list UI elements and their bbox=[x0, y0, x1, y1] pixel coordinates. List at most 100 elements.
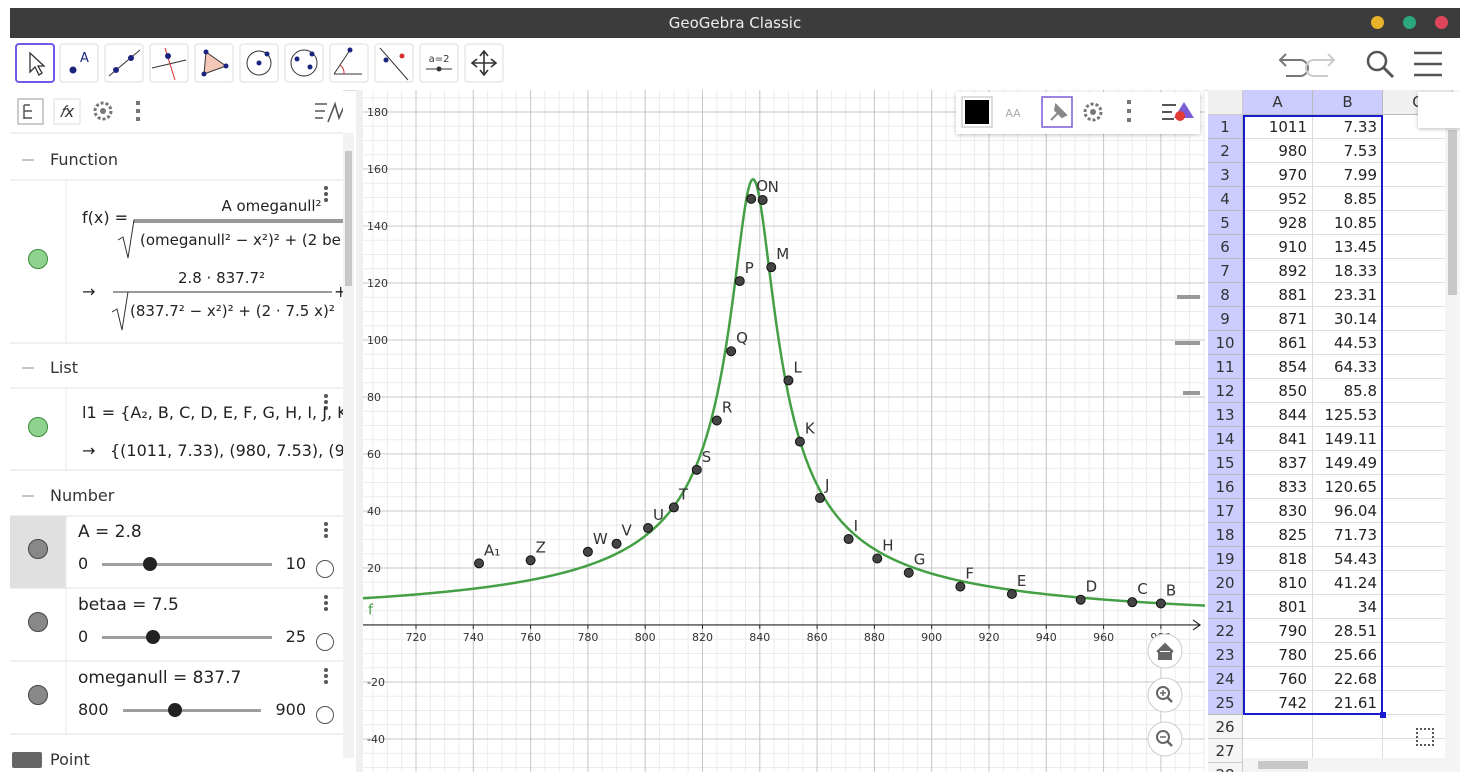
row-header[interactable]: 25 bbox=[1208, 691, 1243, 715]
cell[interactable]: 871 bbox=[1243, 307, 1313, 331]
cell[interactable]: 861 bbox=[1243, 331, 1313, 355]
row-header[interactable]: 14 bbox=[1208, 427, 1243, 451]
row-header[interactable]: 4 bbox=[1208, 187, 1243, 211]
algebra-scrollbar[interactable] bbox=[343, 133, 354, 758]
cell[interactable]: 833 bbox=[1243, 475, 1313, 499]
row-header[interactable]: 13 bbox=[1208, 403, 1243, 427]
zoom-out-button[interactable] bbox=[1147, 721, 1183, 757]
play-button[interactable] bbox=[316, 706, 334, 724]
row-header[interactable]: 21 bbox=[1208, 595, 1243, 619]
cell[interactable] bbox=[1383, 691, 1453, 715]
reflect-tool[interactable] bbox=[374, 43, 414, 83]
cell[interactable] bbox=[1383, 235, 1453, 259]
row-header[interactable]: 24 bbox=[1208, 667, 1243, 691]
point[interactable] bbox=[903, 567, 914, 578]
row-header[interactable]: 10 bbox=[1208, 331, 1243, 355]
row-header[interactable]: 7 bbox=[1208, 259, 1243, 283]
row-header[interactable]: 11 bbox=[1208, 355, 1243, 379]
cell[interactable]: 825 bbox=[1243, 523, 1313, 547]
angle-tool[interactable] bbox=[329, 43, 369, 83]
cell[interactable]: 850 bbox=[1243, 379, 1313, 403]
cell[interactable] bbox=[1313, 715, 1383, 739]
row-header[interactable]: 22 bbox=[1208, 619, 1243, 643]
point[interactable] bbox=[611, 538, 622, 549]
point[interactable] bbox=[757, 194, 768, 205]
marble[interactable] bbox=[28, 612, 48, 632]
circle-tool[interactable] bbox=[239, 43, 279, 83]
row-header[interactable]: 9 bbox=[1208, 307, 1243, 331]
cell[interactable] bbox=[1383, 259, 1453, 283]
cell[interactable]: 801 bbox=[1243, 595, 1313, 619]
marble[interactable] bbox=[28, 685, 48, 705]
cell[interactable] bbox=[1383, 187, 1453, 211]
point[interactable] bbox=[872, 553, 883, 564]
row-header[interactable]: 20 bbox=[1208, 571, 1243, 595]
search-button[interactable] bbox=[1366, 50, 1395, 79]
scroll-thumb[interactable] bbox=[1258, 761, 1308, 769]
cell[interactable]: 854 bbox=[1243, 355, 1313, 379]
row-header[interactable]: 17 bbox=[1208, 499, 1243, 523]
slider-tool[interactable]: a=2 bbox=[419, 43, 459, 83]
cell[interactable] bbox=[1383, 331, 1453, 355]
cell[interactable]: 760 bbox=[1243, 667, 1313, 691]
cell[interactable]: 910 bbox=[1243, 235, 1313, 259]
close-button[interactable] bbox=[1435, 16, 1448, 29]
row-header[interactable]: 3 bbox=[1208, 163, 1243, 187]
row-header[interactable]: 19 bbox=[1208, 547, 1243, 571]
row-header[interactable]: 8 bbox=[1208, 283, 1243, 307]
cell[interactable]: 1011 bbox=[1243, 115, 1313, 139]
cell[interactable]: 970 bbox=[1243, 163, 1313, 187]
cell[interactable] bbox=[1383, 619, 1453, 643]
cell[interactable] bbox=[1383, 571, 1453, 595]
row-header[interactable]: 1 bbox=[1208, 115, 1243, 139]
cell[interactable] bbox=[1383, 667, 1453, 691]
point[interactable] bbox=[1075, 594, 1086, 605]
cell[interactable]: 790 bbox=[1243, 619, 1313, 643]
point[interactable] bbox=[643, 523, 654, 534]
line-tool[interactable] bbox=[104, 43, 144, 83]
slider-knob[interactable] bbox=[146, 630, 160, 644]
cell[interactable]: 844 bbox=[1243, 403, 1313, 427]
row-header[interactable]: 5 bbox=[1208, 211, 1243, 235]
tree-view-button[interactable] bbox=[17, 98, 44, 125]
algebra-more[interactable] bbox=[136, 101, 140, 121]
column-header[interactable]: B bbox=[1313, 90, 1383, 115]
row-header[interactable]: 6 bbox=[1208, 235, 1243, 259]
cell[interactable] bbox=[1383, 163, 1453, 187]
zoom-in-button[interactable] bbox=[1147, 677, 1183, 713]
redo-button[interactable] bbox=[1305, 53, 1336, 77]
cell[interactable]: 837 bbox=[1243, 451, 1313, 475]
point[interactable] bbox=[1155, 598, 1166, 609]
cell[interactable]: 952 bbox=[1243, 187, 1313, 211]
polygon-tool[interactable] bbox=[194, 43, 234, 83]
marble[interactable] bbox=[28, 539, 48, 559]
point-tool[interactable]: A bbox=[59, 43, 99, 83]
point[interactable] bbox=[843, 534, 854, 545]
cell[interactable] bbox=[1383, 499, 1453, 523]
point[interactable] bbox=[814, 493, 825, 504]
cell[interactable]: 810 bbox=[1243, 571, 1313, 595]
point[interactable] bbox=[582, 546, 593, 557]
keyboard-button[interactable] bbox=[12, 752, 42, 768]
cell[interactable]: 928 bbox=[1243, 211, 1313, 235]
point[interactable] bbox=[766, 262, 777, 273]
graphics-settings[interactable] bbox=[1083, 102, 1103, 122]
maximize-button[interactable] bbox=[1403, 16, 1416, 29]
point[interactable] bbox=[474, 558, 485, 569]
point[interactable] bbox=[734, 276, 745, 287]
point[interactable] bbox=[1006, 589, 1017, 600]
row-header[interactable]: 18 bbox=[1208, 523, 1243, 547]
cell[interactable] bbox=[1383, 475, 1453, 499]
cell[interactable] bbox=[1383, 307, 1453, 331]
marble[interactable] bbox=[28, 417, 48, 437]
cell[interactable] bbox=[1383, 595, 1453, 619]
cell[interactable] bbox=[1383, 451, 1453, 475]
point[interactable] bbox=[955, 581, 966, 592]
algebra-settings[interactable] bbox=[93, 101, 113, 121]
slider-knob[interactable] bbox=[168, 703, 183, 717]
undo-button[interactable] bbox=[1278, 53, 1309, 77]
row-header[interactable]: 28 bbox=[1208, 763, 1243, 772]
point[interactable] bbox=[711, 415, 722, 426]
cell[interactable] bbox=[1383, 211, 1453, 235]
fill-handle[interactable] bbox=[1380, 712, 1386, 718]
